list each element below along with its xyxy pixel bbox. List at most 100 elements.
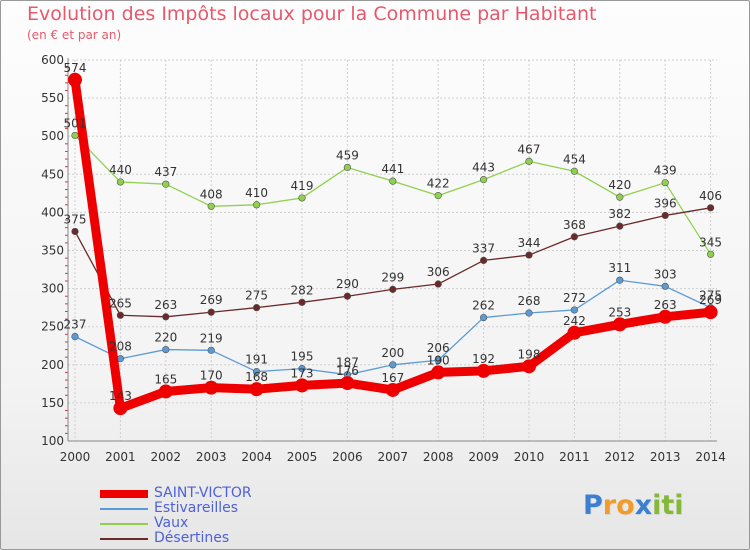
data-point: [162, 313, 170, 321]
data-point: [661, 282, 669, 290]
legend-label: Estivareilles: [154, 500, 239, 516]
legend-label: Désertines: [154, 530, 230, 546]
chart-subtitle: (en € et par an): [27, 28, 122, 42]
data-label: 382: [608, 207, 631, 221]
data-label: 303: [654, 267, 677, 281]
data-label: 262: [472, 299, 495, 313]
data-point: [71, 131, 79, 140]
logo-letter: P: [583, 490, 603, 521]
data-label: 219: [200, 331, 223, 345]
data-label: 419: [291, 179, 314, 193]
data-point: [661, 211, 669, 220]
data-label: 263: [654, 298, 677, 312]
data-label: 443: [472, 161, 495, 175]
data-label: 187: [336, 356, 359, 370]
data-label: 192: [472, 352, 495, 366]
data-label: 275: [699, 289, 722, 303]
data-point: [253, 368, 261, 376]
x-tick-label: 2008: [423, 450, 454, 464]
data-label: 459: [336, 148, 359, 162]
data-point: [298, 194, 306, 202]
logo-letter: i: [652, 490, 662, 521]
data-label: 143: [109, 389, 132, 403]
data-label: 168: [245, 370, 268, 384]
logo-letter: o: [616, 490, 635, 521]
data-point: [116, 311, 124, 319]
data-label: 272: [563, 291, 586, 305]
data-point: [340, 376, 355, 391]
data-point: [298, 298, 306, 306]
data-label: 165: [154, 372, 177, 386]
data-point: [249, 382, 264, 397]
y-tick-label: 250: [41, 320, 64, 334]
x-tick-label: 2013: [650, 450, 681, 464]
data-label: 208: [109, 340, 132, 354]
data-label: 200: [381, 346, 404, 360]
data-point: [480, 256, 488, 265]
y-tick-label: 200: [41, 358, 64, 372]
data-label: 242: [563, 314, 586, 328]
x-tick-label: 2006: [332, 450, 363, 464]
data-point: [113, 401, 128, 416]
data-label: 574: [64, 61, 87, 75]
data-label: 176: [336, 364, 359, 378]
data-label: 454: [563, 152, 586, 166]
data-point: [385, 382, 400, 397]
data-point: [389, 285, 397, 293]
data-point: [480, 313, 488, 322]
data-point: [480, 176, 488, 184]
data-label: 406: [699, 189, 722, 203]
x-tick-label: 2002: [151, 450, 182, 464]
chart-title: Evolution des Impôts locaux pour la Comm…: [27, 3, 597, 25]
logo-letter: t: [661, 490, 675, 521]
data-point: [207, 202, 215, 210]
data-point: [343, 292, 352, 300]
legend-swatch: [100, 490, 148, 498]
x-tick-label: 2009: [468, 450, 499, 464]
logo-letter: r: [602, 490, 617, 521]
data-label: 420: [608, 178, 631, 192]
data-label: 167: [381, 371, 404, 385]
x-tick-label: 2004: [241, 450, 272, 464]
data-label: 467: [518, 142, 541, 156]
data-point: [612, 317, 627, 332]
data-label: 253: [608, 305, 631, 319]
data-point: [389, 361, 397, 369]
y-tick-label: 550: [41, 91, 64, 105]
data-point: [616, 276, 624, 284]
data-point: [162, 345, 170, 354]
data-label: 173: [291, 366, 314, 380]
data-label: 190: [427, 353, 450, 367]
data-label: 501: [64, 116, 87, 130]
y-tick-label: 600: [41, 53, 64, 67]
legend-label: Vaux: [154, 515, 189, 531]
data-label: 410: [245, 186, 268, 200]
data-label: 299: [381, 270, 404, 284]
y-tick-label: 450: [41, 167, 64, 181]
data-point: [706, 250, 715, 258]
data-label: 191: [245, 353, 268, 367]
data-label: 206: [427, 341, 450, 355]
data-label: 311: [608, 261, 631, 275]
y-tick-label: 400: [41, 205, 64, 219]
data-label: 269: [699, 293, 722, 307]
data-point: [158, 384, 173, 399]
logo-letter: x: [634, 490, 653, 521]
data-label: 422: [427, 177, 450, 191]
data-label: 437: [154, 165, 177, 179]
data-point: [343, 163, 352, 172]
data-label: 408: [200, 187, 223, 201]
legend-label: SAINT-VICTOR: [154, 485, 252, 501]
data-point: [567, 325, 582, 340]
data-label: 237: [64, 318, 87, 332]
data-label: 269: [200, 293, 223, 307]
x-tick-label: 2005: [287, 450, 318, 464]
data-label: 282: [291, 283, 314, 297]
data-label: 275: [245, 289, 268, 303]
data-point: [71, 227, 79, 236]
data-label: 396: [654, 196, 677, 210]
data-point: [525, 157, 533, 165]
data-point: [570, 167, 579, 175]
x-tick-label: 2000: [60, 450, 91, 464]
